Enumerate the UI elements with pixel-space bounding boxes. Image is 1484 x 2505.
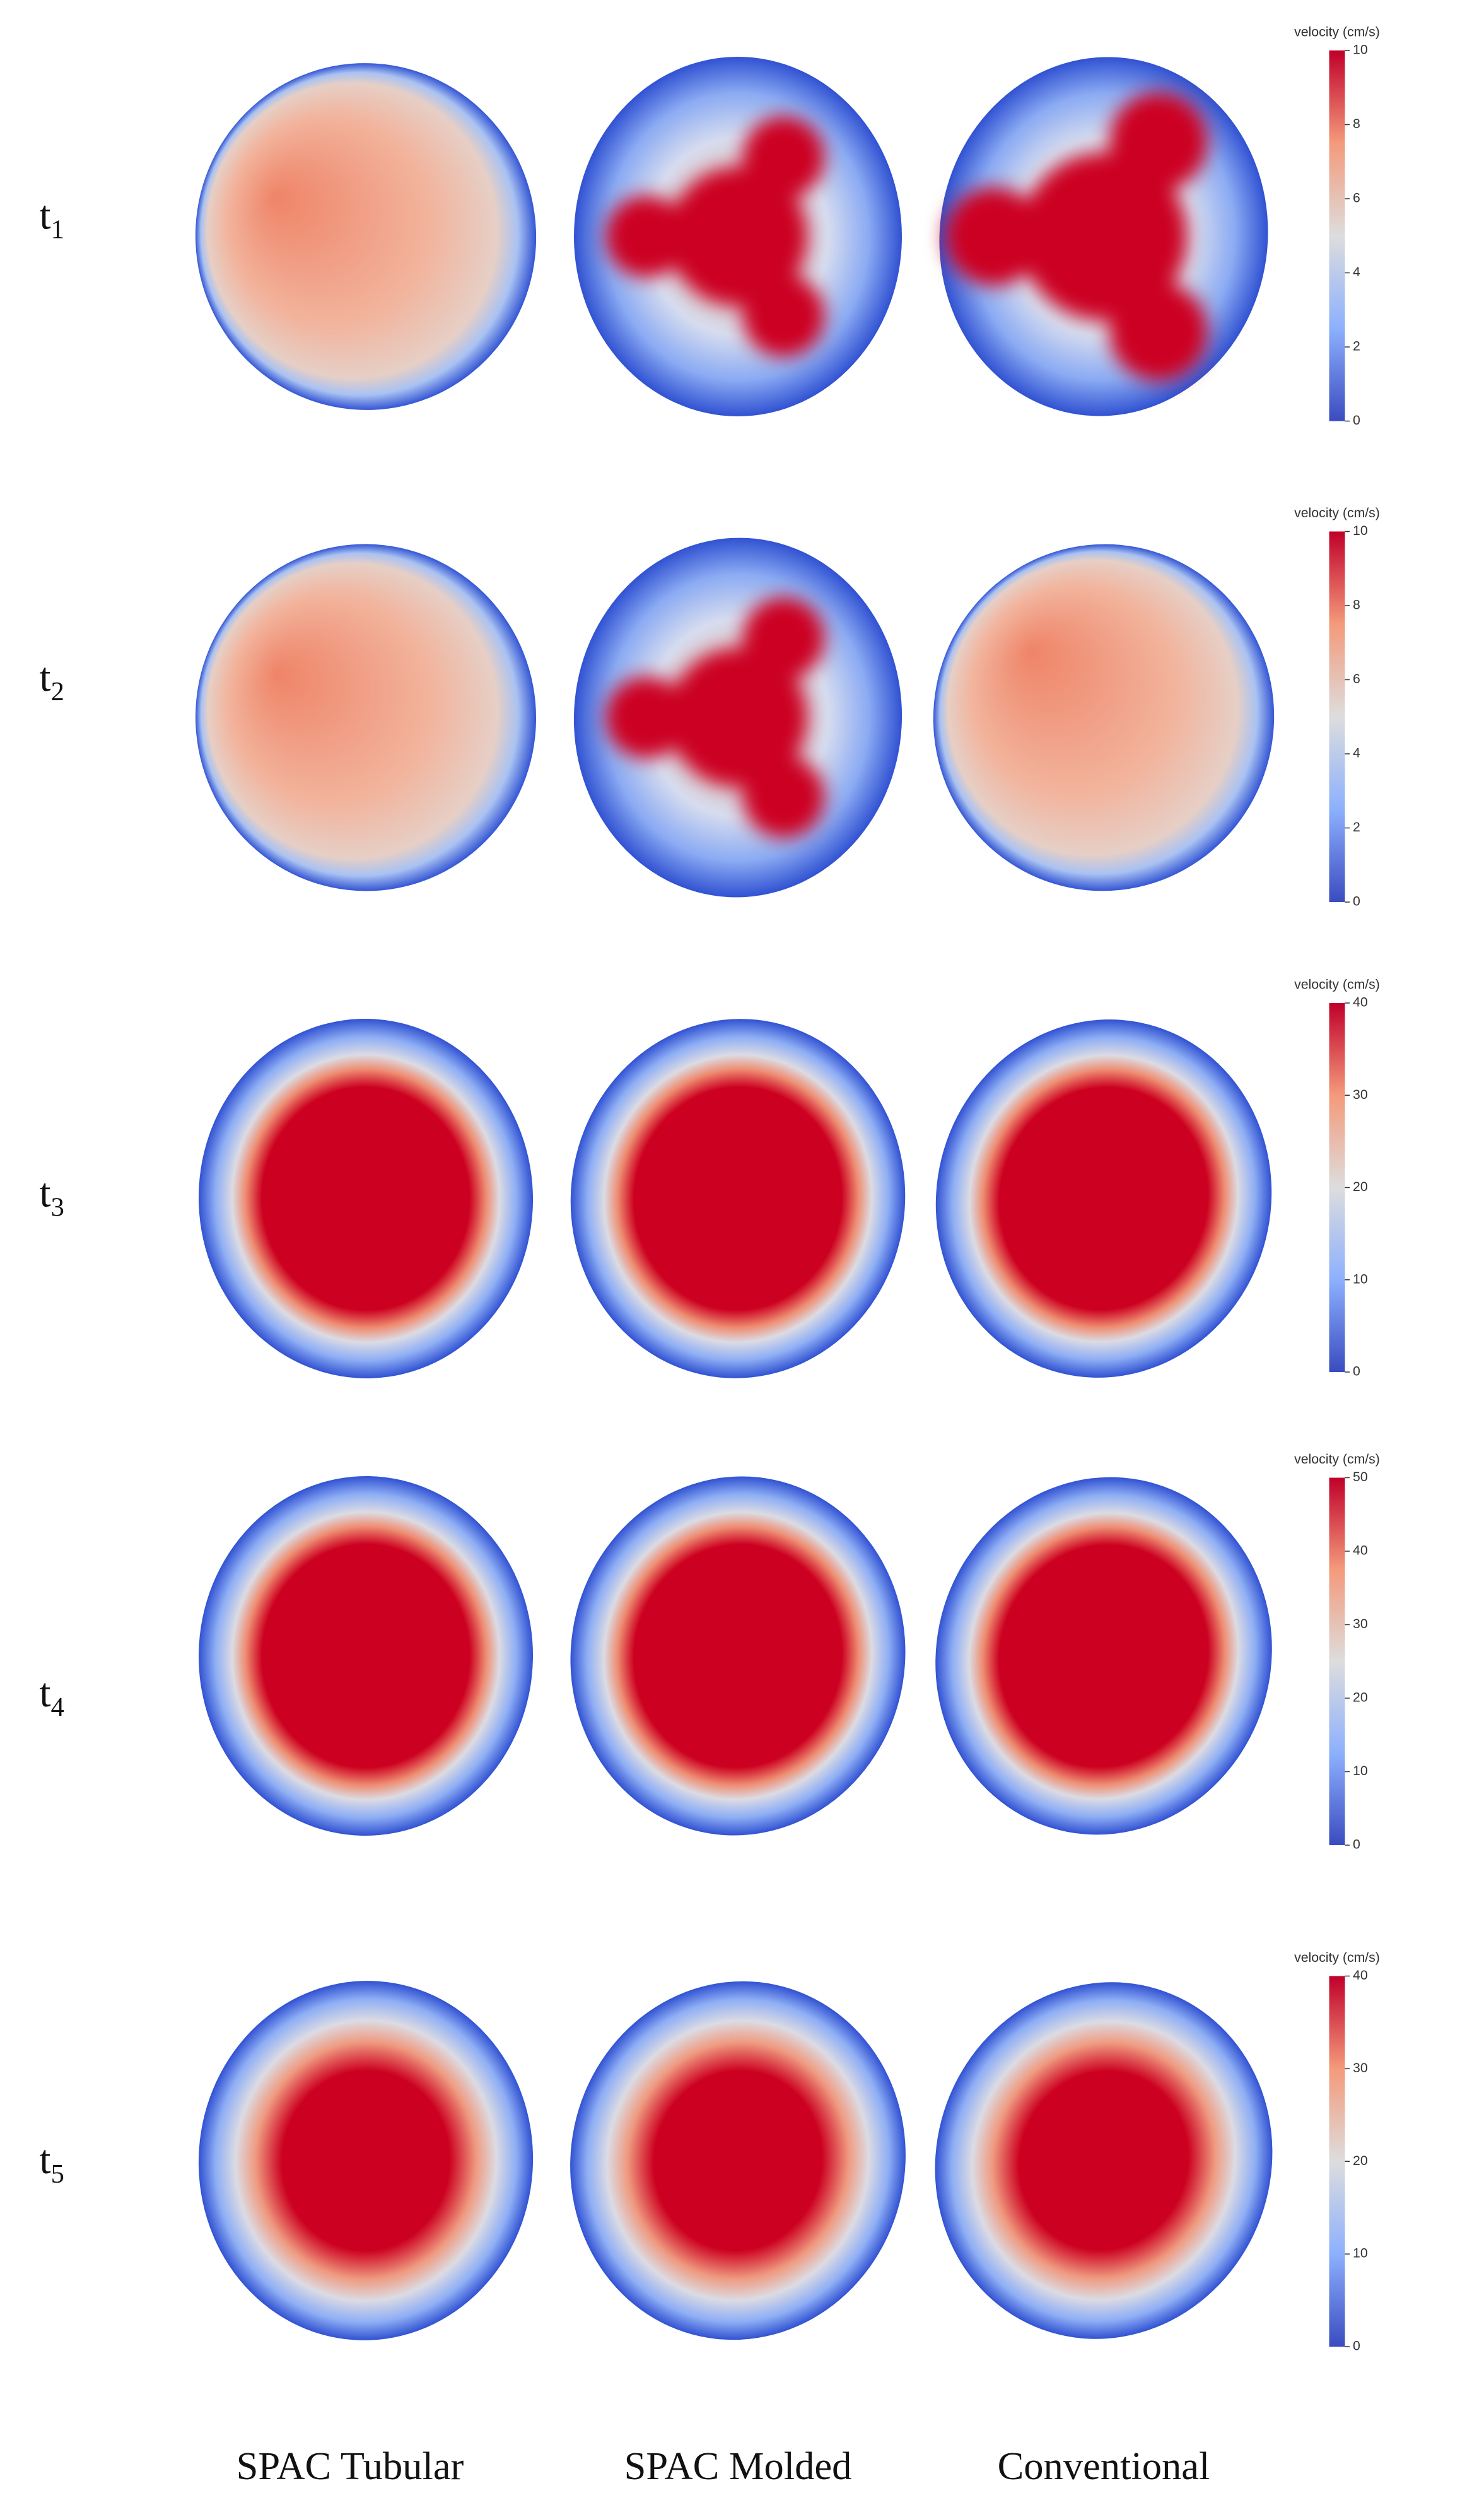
column-label: Conventional (998, 2444, 1210, 2488)
colorbar-tick-label: 20 (1353, 1179, 1368, 1194)
row-label-sub: 3 (51, 1193, 64, 1223)
contour-field (935, 1477, 1272, 1835)
jet-lobe (742, 597, 825, 679)
row-label: t3 (40, 1171, 64, 1223)
row-label-base: t (40, 193, 51, 238)
velocity-contour (195, 63, 537, 410)
jet-lobe (669, 648, 807, 787)
row-label-base: t (40, 655, 51, 700)
colorbar-title: velocity (cm/s) (1294, 25, 1380, 40)
colorbar-tick-label: 0 (1353, 2338, 1360, 2354)
velocity-contour (933, 544, 1275, 891)
row-label-base: t (40, 1670, 51, 1716)
row-label-sub: 1 (51, 215, 64, 245)
colorbar-tick-label: 0 (1353, 413, 1360, 428)
velocity-contour (570, 1476, 906, 1836)
contour-field (570, 1476, 906, 1836)
velocity-contour (574, 57, 902, 416)
jet-lobe (1020, 153, 1187, 320)
colorbar-tick-label: 40 (1353, 1543, 1368, 1558)
jet-lobe (945, 187, 1044, 286)
row-label: t4 (40, 1670, 64, 1722)
contour-field (195, 544, 537, 891)
colorbar-tick-label: 40 (1353, 1968, 1368, 1983)
row-label-sub: 4 (51, 1692, 64, 1722)
jet-lobe (742, 756, 825, 838)
colorbar-tick-label: 40 (1353, 995, 1368, 1010)
colorbar-title: velocity (cm/s) (1294, 977, 1380, 992)
colorbar-tick-label: 10 (1353, 1271, 1368, 1286)
contour-field (935, 1019, 1272, 1378)
colorbar (1329, 1976, 1345, 2347)
column-label: SPAC Tubular (237, 2444, 464, 2488)
colorbar-tick-label: 8 (1353, 116, 1360, 131)
colorbar-tick-label: 0 (1353, 1364, 1360, 1379)
colorbar-tick-label: 4 (1353, 264, 1360, 279)
contour-field (198, 1019, 534, 1378)
colorbar-tick-label: 10 (1353, 523, 1368, 538)
colorbar-tick-label: 30 (1353, 1087, 1368, 1102)
velocity-contour (935, 1019, 1272, 1378)
contour-field (570, 1019, 906, 1378)
jet-core (605, 116, 825, 357)
velocity-contour (198, 1019, 534, 1378)
colorbar-tick-label: 50 (1353, 1469, 1368, 1484)
colorbar-tick-label: 20 (1353, 1690, 1368, 1705)
velocity-contour (570, 1981, 906, 2340)
velocity-contour (570, 1019, 906, 1378)
velocity-contour (935, 1477, 1272, 1835)
contour-field (570, 1981, 906, 2340)
contour-field (198, 1476, 534, 1836)
colorbar-tick-label: 6 (1353, 191, 1360, 206)
velocity-contour (935, 1982, 1273, 2339)
jet-lobe (742, 274, 825, 357)
colorbar-tick-label: 30 (1353, 1616, 1368, 1631)
colorbar (1329, 531, 1345, 902)
velocity-contour (573, 537, 903, 898)
contour-field (935, 1982, 1273, 2339)
row-label: t2 (40, 655, 64, 707)
velocity-contour (939, 57, 1268, 416)
row-label-sub: 5 (51, 2159, 64, 2189)
colorbar-tick-label: 4 (1353, 746, 1360, 761)
contour-field (195, 63, 537, 410)
jet-lobe (669, 167, 807, 306)
colorbar-tick-label: 6 (1353, 671, 1360, 686)
colorbar-tick-label: 2 (1353, 819, 1360, 835)
jet-core (945, 92, 1208, 381)
row-label-base: t (40, 1171, 51, 1216)
colorbar-title: velocity (cm/s) (1294, 1452, 1380, 1467)
jet-lobe (1109, 282, 1208, 381)
colorbar-title: velocity (cm/s) (1294, 1950, 1380, 1965)
colorbar-tick-label: 10 (1353, 2246, 1368, 2261)
column-label: SPAC Molded (624, 2444, 852, 2488)
colorbar-tick-label: 8 (1353, 597, 1360, 613)
row-label: t1 (40, 193, 64, 245)
jet-lobe (742, 116, 825, 199)
contour-field (198, 1981, 534, 2340)
colorbar-tick-label: 0 (1353, 1837, 1360, 1852)
jet-lobe (605, 196, 687, 278)
colorbar-tick-label: 2 (1353, 339, 1360, 354)
colorbar-tick-label: 0 (1353, 894, 1360, 909)
velocity-contour (195, 544, 537, 891)
velocity-contour (198, 1981, 534, 2340)
colorbar-tick-label: 10 (1353, 1763, 1368, 1778)
row-label-sub: 2 (51, 677, 64, 707)
velocity-contour (198, 1476, 534, 1836)
colorbar (1329, 50, 1345, 421)
row-label-base: t (40, 2137, 51, 2183)
colorbar-tick-label: 30 (1353, 2060, 1368, 2075)
contour-field (933, 544, 1275, 891)
colorbar (1329, 1003, 1345, 1372)
jet-lobe (1109, 92, 1208, 191)
colorbar-tick-label: 10 (1353, 42, 1368, 57)
row-label: t5 (40, 2137, 64, 2189)
colorbar (1329, 1477, 1345, 1845)
colorbar-title: velocity (cm/s) (1294, 505, 1380, 520)
jet-lobe (605, 676, 687, 759)
colorbar-tick-label: 20 (1353, 2153, 1368, 2168)
jet-core (605, 597, 825, 838)
